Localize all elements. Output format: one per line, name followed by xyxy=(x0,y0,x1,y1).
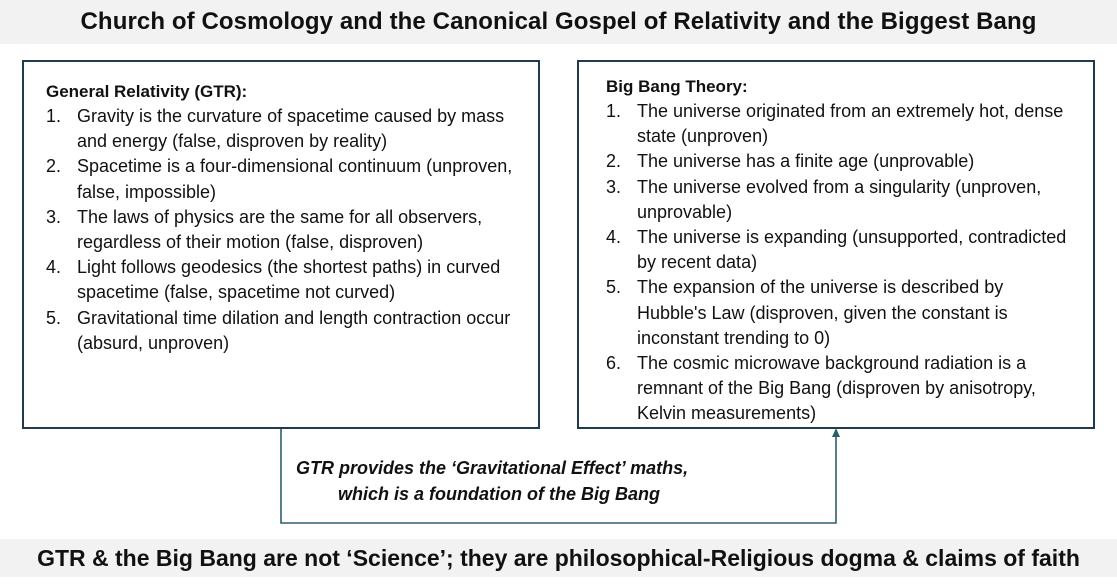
list-number: 2. xyxy=(46,156,62,177)
list-number: 1. xyxy=(606,101,622,121)
bigbang-list-item: 2. The universe has a finite age (unprova… xyxy=(606,149,1077,174)
list-number: 3. xyxy=(46,206,62,227)
list-number: 2. xyxy=(606,151,622,172)
list-number: 5. xyxy=(46,307,62,328)
bigbang-list-item: 3. The universe evolved from a singularit… xyxy=(606,175,1077,225)
gtr-box: General Relativity (GTR): 1. Gravity is t… xyxy=(22,60,540,429)
bigbang-box: Big Bang Theory: 1. The universe originat… xyxy=(577,60,1095,429)
list-text: The universe has a finite age (unprovabl… xyxy=(637,151,975,172)
list-text: Light follows geodesics (the shortest pa… xyxy=(77,257,501,303)
gtr-list-item: 1. Gravity is the curvature of spacetime … xyxy=(46,104,517,154)
bigbang-list: 1. The universe originated from an extrem… xyxy=(606,99,1093,427)
list-number: 3. xyxy=(606,176,622,197)
list-number: 4. xyxy=(606,227,622,248)
list-number: 5. xyxy=(606,277,622,298)
bigbang-list-item: 4. The universe is expanding (unsupported… xyxy=(606,225,1077,275)
gtr-list-item: 5. Gravitational time dilation and length… xyxy=(46,306,517,356)
list-text: The universe originated from an extremel… xyxy=(637,101,1064,147)
bigbang-list-item: 5. The expansion of the universe is descr… xyxy=(606,275,1077,351)
bigbang-list-item: 1. The universe originated from an extrem… xyxy=(606,99,1077,149)
footer-statement: GTR & the Big Bang are not ‘Science’; th… xyxy=(0,539,1117,577)
arrowhead-icon xyxy=(832,428,840,437)
connector-line xyxy=(280,429,837,524)
list-text: The laws of physics are the same for all… xyxy=(77,206,483,253)
list-text: Gravity is the curvature of spacetime ca… xyxy=(77,106,505,152)
list-text: The cosmic microwave background radiatio… xyxy=(637,353,1036,424)
list-number: 6. xyxy=(606,353,622,374)
list-text: The universe is expanding (unsupported, … xyxy=(637,227,1067,273)
list-text: The universe evolved from a singularity … xyxy=(637,176,1042,222)
list-text: Gravitational time dilation and length c… xyxy=(77,307,511,353)
list-text: Spacetime is a four-dimensional continuu… xyxy=(77,156,513,202)
gtr-list-item: 3. The laws of physics are the same for a… xyxy=(46,205,517,255)
list-text: The expansion of the universe is describ… xyxy=(637,277,1008,348)
connector-note-line1: GTR provides the ‘Gravitational Effect’ … xyxy=(296,458,689,478)
gtr-box-heading: General Relativity (GTR): xyxy=(46,82,248,101)
gtr-list-item: 2. Spacetime is a four-dimensional contin… xyxy=(46,154,517,204)
bigbang-list-item: 6. The cosmic microwave background radiat… xyxy=(606,351,1077,427)
connector-note: GTR provides the ‘Gravitational Effect’ … xyxy=(296,455,736,507)
connector-note-line2: which is a foundation of the Big Bang xyxy=(338,484,660,504)
gtr-list-item: 4. Light follows geodesics (the shortest … xyxy=(46,255,517,305)
list-number: 1. xyxy=(46,106,62,126)
bigbang-box-heading: Big Bang Theory: xyxy=(606,77,748,96)
gtr-list: 1. Gravity is the curvature of spacetime … xyxy=(46,104,538,356)
page-title: Church of Cosmology and the Canonical Go… xyxy=(0,0,1117,44)
list-number: 4. xyxy=(46,257,62,278)
